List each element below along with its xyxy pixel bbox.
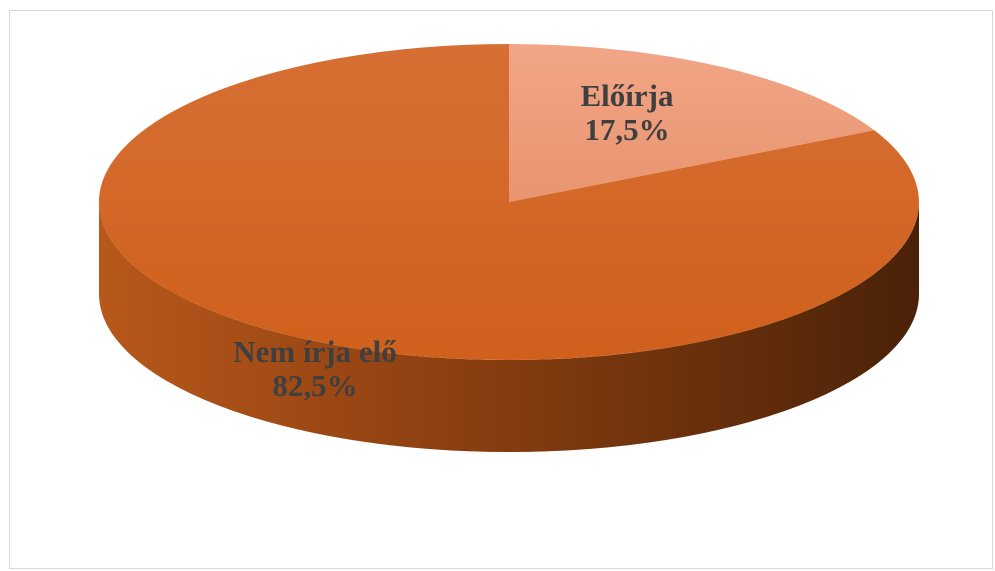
slice-label-value: 17,5%: [584, 112, 669, 147]
pie-side-wall: [99, 202, 919, 452]
slice-label-name: Előírja: [581, 78, 674, 113]
slice-label-value: 82,5%: [272, 368, 357, 403]
pie-slice-1: [509, 44, 875, 202]
pie-slice-2: [98, 43, 919, 361]
slice-label-name: Nem írja elő: [233, 334, 397, 369]
